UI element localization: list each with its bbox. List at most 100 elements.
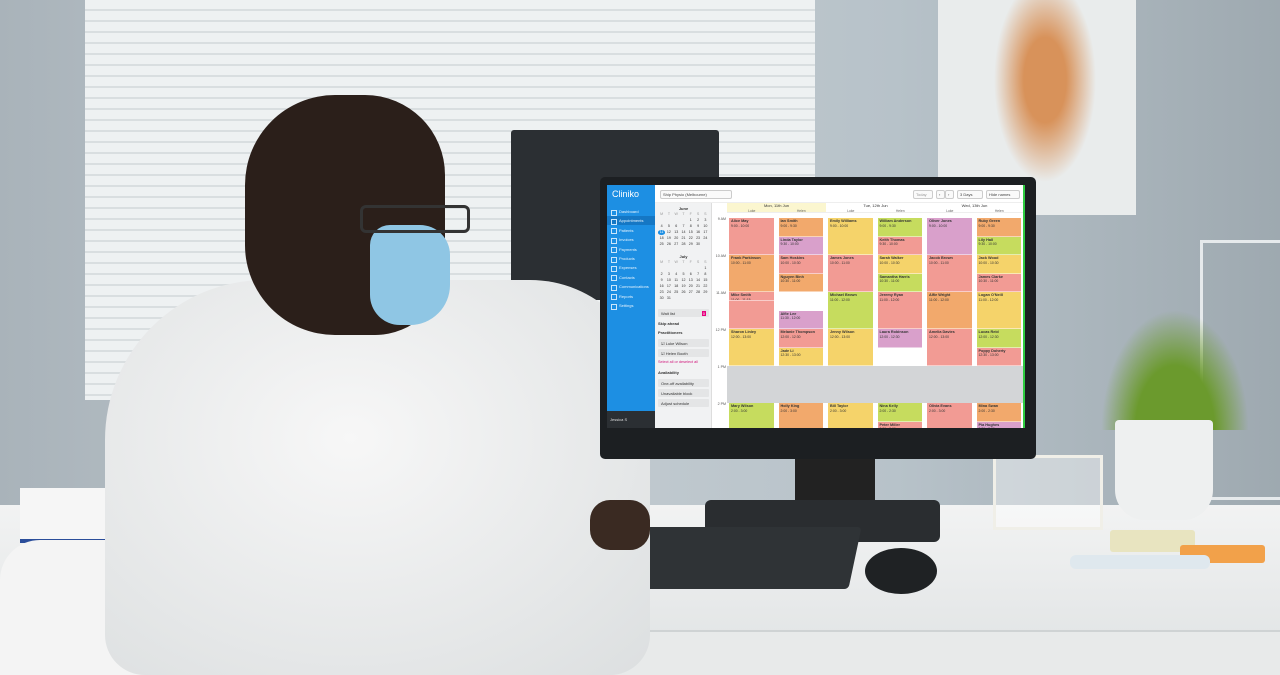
sidebar-item-contacts[interactable]: Contacts: [607, 273, 655, 282]
calendar-day[interactable]: 7: [697, 272, 700, 276]
calendar-day[interactable]: 19: [681, 284, 686, 288]
calendar-day[interactable]: 12: [681, 278, 686, 282]
appointment[interactable]: Sam Hoskins 10:00 - 10:30: [778, 255, 823, 274]
appointment[interactable]: Peter Miller2:30 - 3:00: [877, 421, 922, 428]
view-select[interactable]: 3 Days: [957, 190, 983, 199]
appointment[interactable]: Olivia Evans 2:00 - 3:00: [927, 403, 972, 428]
calendar-day[interactable]: 22: [688, 236, 693, 240]
calendar-day[interactable]: 13: [674, 230, 679, 234]
calendar-day[interactable]: 8: [704, 272, 707, 276]
wait-list-button[interactable]: Wait list 0: [658, 309, 709, 317]
sidebar-item-expenses[interactable]: Expenses: [607, 263, 655, 272]
day-header[interactable]: Wed, 13th Jun: [925, 203, 1023, 213]
appointment[interactable]: Michael Brown 11:00 - 12:00: [828, 292, 873, 329]
appointment[interactable]: Alice May 9:00 - 10:00: [729, 218, 774, 255]
appointment[interactable]: Mina Swan 2:00 - 2:30: [976, 403, 1021, 422]
appointment[interactable]: Frank Parkinson 10:00 - 11:00: [729, 255, 774, 292]
appointment[interactable]: Ruby Green 9:00 - 9:30: [976, 218, 1021, 237]
sidebar-item-reports[interactable]: Reports: [607, 292, 655, 301]
calendar-day[interactable]: 23: [696, 236, 701, 240]
calendar-day[interactable]: 13: [688, 278, 693, 282]
appointment[interactable]: Laura Robinson 12:00 - 12:30: [877, 329, 922, 348]
calendar-day[interactable]: 18: [659, 236, 664, 240]
adjust-schedule-button[interactable]: Adjust schedule: [658, 399, 709, 407]
calendar-day[interactable]: 27: [688, 290, 693, 294]
calendar-day[interactable]: 17: [703, 230, 708, 234]
calendar-day[interactable]: 18: [674, 284, 679, 288]
calendar-day[interactable]: 10: [703, 224, 708, 228]
appointment[interactable]: Samantha Harris 10:30 - 11:00: [877, 273, 922, 292]
calendar-day[interactable]: 16: [659, 284, 664, 288]
calendar-day[interactable]: 3: [704, 218, 707, 222]
calendar-day[interactable]: 28: [696, 290, 701, 294]
calendar-day[interactable]: 5: [667, 224, 670, 228]
appointment[interactable]: Nguyen Binh 10:30 - 11:00: [778, 273, 823, 292]
select-all-link[interactable]: Select all or deselect all: [658, 360, 698, 364]
user-menu[interactable]: Jessica S: [607, 411, 655, 428]
calendar-day[interactable]: 7: [682, 224, 685, 228]
practitioners-heading[interactable]: Practitioners: [658, 330, 683, 335]
calendar-day[interactable]: 30: [696, 242, 701, 246]
calendar-day[interactable]: 22: [703, 284, 708, 288]
calendar-day[interactable]: 26: [681, 290, 686, 294]
appointment[interactable]: Alfie Wright 11:00 - 12:00: [927, 292, 972, 329]
calendar-day[interactable]: 2: [660, 272, 663, 276]
calendar-day[interactable]: 11: [674, 278, 679, 282]
appointment[interactable]: Logan O'Neill 11:00 - 12:00: [976, 292, 1021, 329]
appointment[interactable]: Lucas Reid 12:00 - 12:30: [976, 329, 1021, 348]
calendar-day[interactable]: 25: [659, 242, 664, 246]
appointment[interactable]: Alfie Lee 11:30 - 12:00: [778, 310, 823, 329]
sidebar-item-communications[interactable]: Communications: [607, 282, 655, 291]
calendar-day[interactable]: 9: [697, 224, 700, 228]
sidebar-item-dashboard[interactable]: Dashboard: [607, 207, 655, 216]
calendar-day[interactable]: 23: [659, 290, 664, 294]
sidebar-item-payments[interactable]: Payments: [607, 245, 655, 254]
calendar-day[interactable]: 20: [688, 284, 693, 288]
appointment[interactable]: James Clarke 10:30 - 11:00: [976, 273, 1021, 292]
day-header[interactable]: Tue, 12th Jun: [826, 203, 925, 213]
appointment[interactable]: [729, 301, 774, 329]
practitioner-checkbox-helen[interactable]: ☑ Helen Booth: [658, 349, 709, 357]
calendar-day[interactable]: 3: [667, 272, 670, 276]
calendar-day[interactable]: 8: [689, 224, 692, 228]
appointment[interactable]: Ian Smith 9:00 - 9:30: [778, 218, 823, 237]
calendar-day[interactable]: 14: [696, 278, 701, 282]
calendar-day[interactable]: 10: [666, 278, 671, 282]
appointment[interactable]: Jeremy Ryan 11:00 - 12:00: [877, 292, 922, 329]
appointment[interactable]: Jenny Wilson 12:00 - 13:00: [828, 329, 873, 366]
calendar-day[interactable]: 26: [666, 242, 671, 246]
calendar-day[interactable]: 27: [674, 242, 679, 246]
calendar-day[interactable]: 20: [674, 236, 679, 240]
calendar-day[interactable]: 28: [681, 242, 686, 246]
mouse[interactable]: [865, 548, 937, 594]
keyboard[interactable]: [628, 527, 862, 589]
checkbox-icon[interactable]: ☑: [661, 340, 665, 346]
calendar-day[interactable]: 30: [659, 296, 664, 300]
unavailable-block-button[interactable]: Unavailable block: [658, 389, 709, 397]
appointment[interactable]: Poppy Doherty 12:30 - 13:00: [976, 347, 1021, 366]
calendar-day[interactable]: 21: [696, 284, 701, 288]
appointment[interactable]: Mike Smith 11:00 - 11:15: [729, 292, 774, 302]
appointment[interactable]: Linda Taylor 9:30 - 10:00: [778, 236, 823, 255]
calendar-day[interactable]: 14: [681, 230, 686, 234]
calendar-day[interactable]: 12: [666, 230, 671, 234]
hide-names-button[interactable]: Hide names: [986, 190, 1020, 199]
calendar-day[interactable]: 1: [689, 218, 692, 222]
sidebar-item-products[interactable]: Products: [607, 254, 655, 263]
checkbox-icon[interactable]: ☑: [661, 350, 665, 356]
calendar-day[interactable]: 29: [688, 242, 693, 246]
appointment[interactable]: Emily Williams 9:00 - 10:00: [828, 218, 873, 255]
next-button[interactable]: ›: [945, 190, 954, 199]
appointment[interactable]: William Anderson 9:00 - 9:30: [877, 218, 922, 237]
appointment[interactable]: James Jones 10:00 - 11:00: [828, 255, 873, 292]
appointment[interactable]: Amelia Davies 12:00 - 13:00: [927, 329, 972, 366]
appointment[interactable]: Pia Hughes2:30 - 3:00: [976, 421, 1021, 428]
calendar-day[interactable]: 6: [675, 224, 678, 228]
appointment[interactable]: Jack Wood 10:00 - 10:30: [976, 255, 1021, 274]
calendar-day[interactable]: 17: [666, 284, 671, 288]
location-select[interactable]: Ship Physio (Melbourne): [660, 190, 732, 199]
appointment[interactable]: Oliver Jones 9:00 - 10:00: [927, 218, 972, 255]
sidebar-item-patients[interactable]: Patients: [607, 226, 655, 235]
appointment[interactable]: Mary Wilson 2:00 - 3:00: [729, 403, 774, 428]
calendar-day[interactable]: 6: [689, 272, 692, 276]
